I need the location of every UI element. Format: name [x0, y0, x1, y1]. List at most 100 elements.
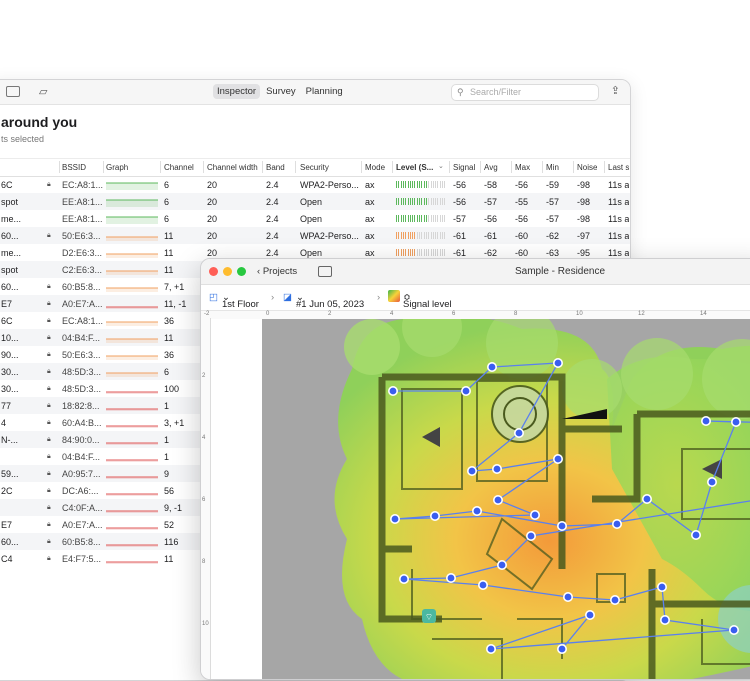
- access-point-icon[interactable]: [422, 609, 436, 623]
- survey-point[interactable]: [730, 417, 741, 428]
- col-channel-width[interactable]: Channel width: [207, 163, 258, 172]
- min-cell: -57: [546, 214, 560, 224]
- signal-graph: [106, 425, 158, 428]
- col-level[interactable]: Level (S...: [396, 163, 434, 172]
- survey-point[interactable]: [478, 579, 489, 590]
- col-last-seen[interactable]: Last s: [608, 163, 630, 172]
- col-max[interactable]: Max: [515, 163, 531, 172]
- survey-point[interactable]: [390, 514, 401, 525]
- table-row[interactable]: 4 60:A4:B... 3, +1 🔒︎: [0, 414, 630, 431]
- survey-point[interactable]: [562, 591, 573, 602]
- survey-point[interactable]: [461, 386, 472, 397]
- col-graph[interactable]: Graph: [106, 163, 129, 172]
- table-row[interactable]: 60... 50:E6:3... 11 20 2.4 WPA2-Perso... ax -61…: [0, 227, 630, 244]
- back-button[interactable]: ‹ Projects: [257, 266, 297, 277]
- survey-point[interactable]: [584, 609, 595, 620]
- close-button[interactable]: [209, 267, 218, 276]
- survey-point[interactable]: [556, 643, 567, 654]
- map-view-icon[interactable]: ▱: [39, 86, 48, 98]
- channel-cell: 6: [164, 197, 170, 207]
- table-row[interactable]: 90... 50:E6:3... 36 🔒︎: [0, 346, 630, 363]
- network-name: 2C: [1, 486, 13, 496]
- col-noise[interactable]: Noise: [577, 163, 598, 172]
- survey-point[interactable]: [552, 454, 563, 465]
- survey-point[interactable]: [690, 530, 701, 541]
- list-view-icon[interactable]: [6, 86, 20, 97]
- survey-point[interactable]: [700, 416, 711, 427]
- survey-point[interactable]: [641, 494, 652, 505]
- avg-cell: -56: [484, 214, 498, 224]
- tab-survey[interactable]: Survey: [266, 86, 296, 97]
- survey-point[interactable]: [529, 510, 540, 521]
- survey-point[interactable]: [611, 519, 622, 530]
- chevron-right-icon: ›: [271, 292, 275, 303]
- col-band[interactable]: Band: [266, 163, 285, 172]
- survey-point[interactable]: [446, 573, 457, 584]
- table-row[interactable]: 2C DC:A6:... 56 🔒︎: [0, 482, 630, 499]
- visualization-selector[interactable]: Signal level ≎: [403, 292, 452, 310]
- col-avg[interactable]: Avg: [484, 163, 498, 172]
- survey-point[interactable]: [497, 560, 508, 571]
- signal-graph: [106, 216, 158, 224]
- col-channel[interactable]: Channel: [164, 163, 194, 172]
- bssid-cell: 50:E6:3...: [62, 231, 101, 241]
- breadcrumb-survey[interactable]: #1 Jun 05, 2023 ⌄: [296, 292, 365, 310]
- chevron-down-icon[interactable]: ⌄: [438, 163, 444, 170]
- col-bssid[interactable]: BSSID: [62, 163, 87, 172]
- table-row[interactable]: 60... 60:B5:8... 7, +1 🔒︎: [0, 278, 630, 295]
- search-input[interactable]: ⚲ Search/Filter: [451, 84, 599, 101]
- survey-point[interactable]: [399, 574, 410, 585]
- table-row[interactable]: 30... 48:5D:3... 100 🔒︎: [0, 380, 630, 397]
- width-cell: 20: [207, 180, 218, 190]
- table-row[interactable]: me... EE:A8:1... 6 20 2.4 Open ax -57 -56 -56 -57 -…: [0, 210, 630, 227]
- survey-point[interactable]: [487, 361, 498, 372]
- floor-plan-heatmap[interactable]: ⌔: [262, 319, 750, 679]
- ruler-tick-label: 14: [700, 311, 707, 317]
- survey-point[interactable]: [388, 386, 399, 397]
- table-row[interactable]: 6C EC:A8:1... 6 20 2.4 WPA2-Perso... ax -56 -58 -…: [0, 176, 630, 193]
- survey-point[interactable]: [493, 495, 504, 506]
- mode-cell: ax: [365, 180, 375, 190]
- survey-label: #1 Jun 05, 2023: [296, 299, 365, 310]
- col-min[interactable]: Min: [546, 163, 559, 172]
- survey-point[interactable]: [728, 624, 739, 635]
- survey-point[interactable]: [472, 506, 483, 517]
- col-security[interactable]: Security: [300, 163, 329, 172]
- wifi-icon: ⌔: [425, 613, 433, 623]
- survey-point[interactable]: [552, 357, 563, 368]
- col-signal[interactable]: Signal: [453, 163, 476, 172]
- share-icon[interactable]: ⇪: [610, 85, 620, 97]
- ruler-tick-label: 8: [202, 559, 206, 565]
- security-cell: Open: [300, 214, 323, 224]
- col-mode[interactable]: Mode: [365, 163, 386, 172]
- survey-point[interactable]: [514, 428, 525, 439]
- survey-point[interactable]: [525, 531, 536, 542]
- network-name: spot: [1, 197, 19, 207]
- survey-point[interactable]: [492, 464, 503, 475]
- channel-cell: 9, -1: [164, 503, 183, 513]
- sidebar-toggle-icon[interactable]: [318, 266, 332, 277]
- survey-point[interactable]: [656, 581, 667, 592]
- lock-icon: 🔒︎: [47, 402, 51, 409]
- table-row[interactable]: 04:B4:F... 1 🔒︎: [0, 448, 630, 465]
- survey-point[interactable]: [556, 521, 567, 532]
- noise-cell: -98: [577, 214, 591, 224]
- survey-point[interactable]: [659, 614, 670, 625]
- band-cell: 2.4: [266, 197, 279, 207]
- survey-point[interactable]: [467, 466, 478, 477]
- survey-point[interactable]: [706, 477, 717, 488]
- table-row[interactable]: E7 A0:E7:A... 52 🔒︎: [0, 516, 630, 533]
- table-row[interactable]: me... D2:E6:3... 11 20 2.4 Open ax -61 -62 -60 -63…: [0, 244, 630, 261]
- tab-inspector[interactable]: Inspector: [213, 84, 261, 99]
- window-title: Sample - Residence: [515, 266, 606, 277]
- breadcrumb-floor[interactable]: 1st Floor ⌄: [222, 292, 259, 310]
- minimize-button[interactable]: [223, 267, 232, 276]
- survey-point[interactable]: [609, 594, 620, 605]
- zoom-button[interactable]: [237, 267, 246, 276]
- table-row[interactable]: 6C EC:A8:1... 36 🔒︎: [0, 312, 630, 329]
- table-row[interactable]: C4 E4:F7:5... 11 🔒︎: [0, 550, 630, 567]
- survey-point[interactable]: [430, 511, 441, 522]
- tab-planning[interactable]: Planning: [305, 86, 343, 97]
- table-row[interactable]: spot EE:A8:1... 6 20 2.4 Open ax -56 -57 -55 -57 -9…: [0, 193, 630, 210]
- survey-point[interactable]: [486, 643, 497, 654]
